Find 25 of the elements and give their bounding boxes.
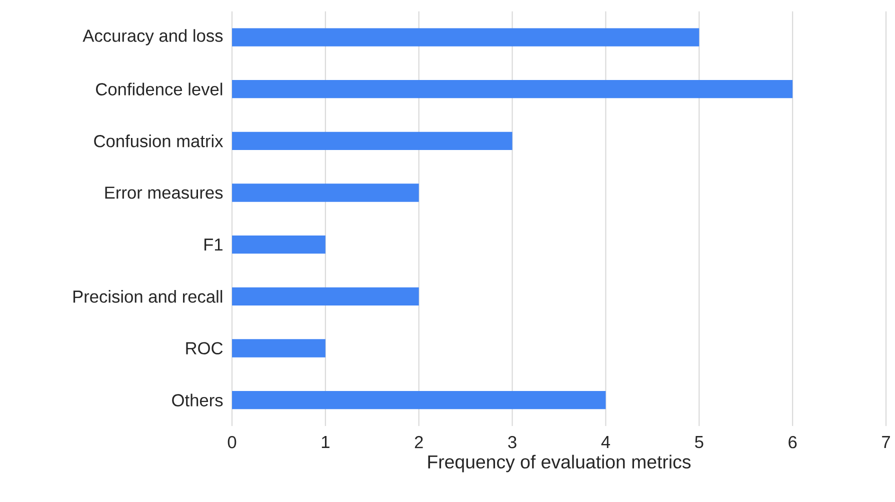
x-tick-label: 0	[228, 436, 236, 448]
bar	[232, 132, 512, 150]
bar	[232, 339, 326, 358]
bar	[232, 236, 326, 254]
bar	[232, 80, 793, 98]
bar	[232, 391, 606, 410]
y-tick-label: Accuracy and loss	[82, 29, 223, 46]
x-axis-title: Frequency of evaluation metrics	[428, 454, 691, 472]
y-tick-label: Confusion matrix	[94, 134, 224, 148]
y-tick-label: Others	[172, 394, 223, 406]
bar	[232, 184, 419, 202]
x-tick-label: 1	[322, 436, 330, 448]
y-tick-label: Confidence level	[96, 82, 222, 96]
y-tick-label: Precision and recall	[73, 290, 222, 303]
bar	[232, 28, 700, 46]
x-tick-label: 4	[601, 436, 610, 448]
y-tick-label: F1	[204, 238, 222, 251]
y-tick-label: ROC	[186, 342, 223, 354]
x-tick-label: 6	[788, 436, 797, 448]
bar	[232, 287, 419, 306]
x-tick-label: 2	[414, 436, 423, 448]
x-tick-label: 3	[508, 436, 516, 448]
x-tick-label: 5	[695, 436, 704, 448]
x-tick-label: 7	[882, 436, 890, 448]
y-tick-label: Error measures	[105, 186, 223, 199]
